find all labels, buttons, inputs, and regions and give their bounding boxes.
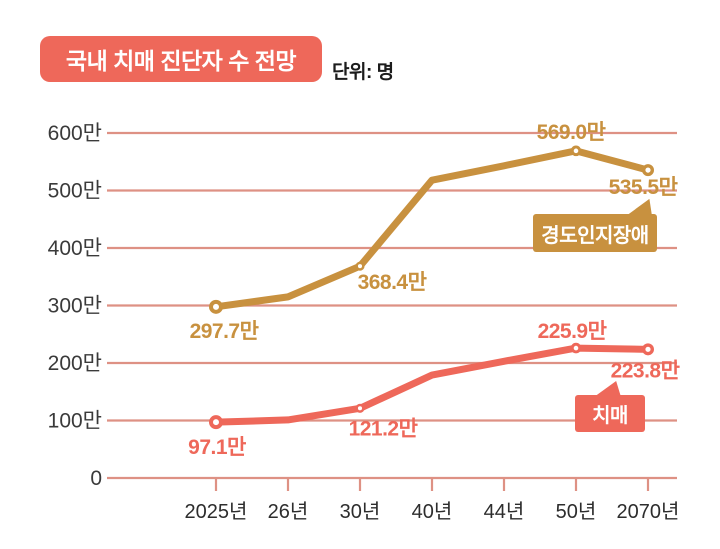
data-point-marker-mci: [355, 261, 365, 271]
chart-title: 국내 치매 진단자 수 전망: [65, 48, 297, 74]
series-callout-dementia: 치매: [575, 395, 645, 432]
series-callout-mci-label: 경도인지장애: [541, 224, 649, 247]
x-axis-label: 50년: [556, 500, 597, 523]
x-axis-label: 44년: [484, 500, 525, 523]
series-callout-dementia-label: 치매: [592, 405, 628, 427]
y-axis-label: 0: [90, 467, 102, 490]
data-point-marker-dementia: [209, 415, 223, 430]
x-axis-label: 2070년: [617, 500, 680, 523]
y-axis-label: 400만: [48, 237, 102, 260]
y-axis-label: 200만: [48, 352, 102, 375]
data-point-label-mci: 569.0만: [537, 121, 606, 144]
x-axis-label: 40년: [412, 500, 453, 523]
data-point-label-dementia: 121.2만: [349, 417, 418, 440]
data-point-label-dementia: 223.8만: [611, 359, 680, 382]
y-axis-label: 100만: [48, 410, 102, 433]
data-point-label-mci: 368.4만: [358, 271, 427, 294]
x-axis-label: 26년: [268, 500, 309, 523]
x-axis-label: 30년: [340, 500, 381, 523]
chart-title-badge: 국내 치매 진단자 수 전망: [40, 36, 322, 82]
y-axis-label: 300만: [48, 295, 102, 318]
unit-label: 단위: 명: [332, 62, 394, 83]
series-callout-mci: 경도인지장애: [533, 214, 657, 252]
data-point-marker-mci: [570, 145, 582, 157]
y-axis-label: 500만: [48, 180, 102, 203]
data-point-label-mci: 297.7만: [190, 320, 259, 343]
data-point-label-mci: 535.5만: [609, 176, 678, 199]
data-point-marker-dementia: [570, 342, 582, 354]
data-point-marker-mci: [642, 164, 655, 177]
y-axis-label: 600만: [48, 122, 102, 145]
x-axis-label: 2025년: [185, 500, 248, 523]
data-point-label-dementia: 225.9만: [538, 320, 607, 343]
data-point-marker-dementia: [642, 343, 655, 356]
data-point-marker-mci: [209, 299, 223, 314]
data-point-label-dementia: 97.1만: [188, 436, 246, 459]
data-point-marker-dementia: [355, 403, 365, 413]
